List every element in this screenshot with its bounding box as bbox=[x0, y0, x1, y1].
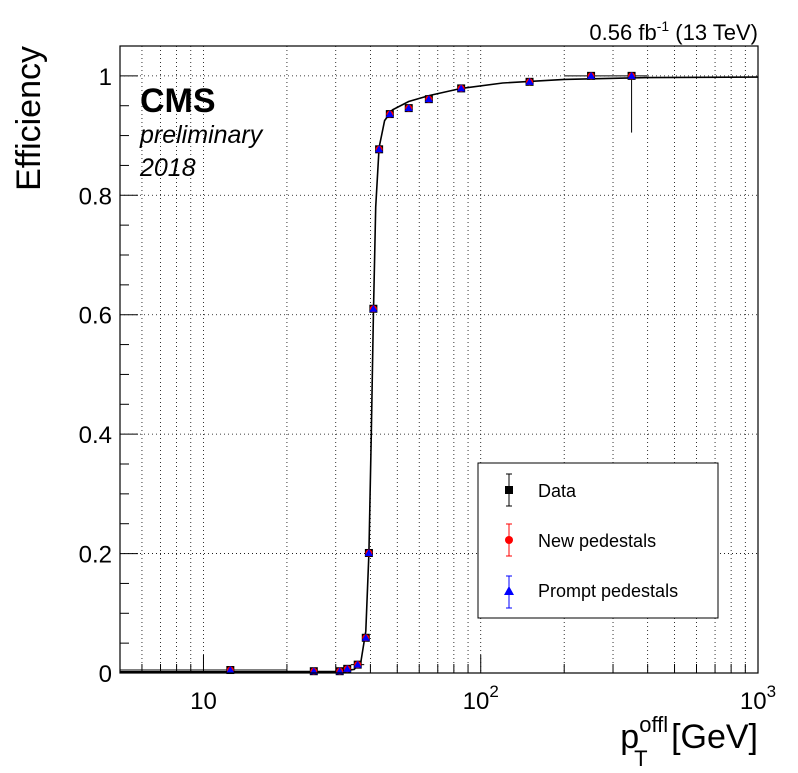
data-point-triangle bbox=[364, 548, 373, 556]
data-point-triangle bbox=[369, 304, 378, 312]
y-tick-label: 0.8 bbox=[79, 183, 112, 210]
x-axis-label: poffl T [GeV] bbox=[620, 712, 758, 771]
y-tick-label: 1 bbox=[99, 64, 112, 91]
x-tick-label: 10 bbox=[190, 688, 217, 715]
x-tick-label: 103 bbox=[740, 682, 776, 715]
luminosity-label: 0.56 fb-1 (13 TeV) bbox=[589, 18, 758, 45]
y-axis-label: Efficiency bbox=[10, 46, 48, 191]
data-point-triangle bbox=[587, 71, 596, 79]
data-point-triangle bbox=[424, 95, 433, 103]
y-tick-label: 0.2 bbox=[79, 542, 112, 569]
data-point-triangle bbox=[404, 104, 413, 112]
tick-labels: 0 0.2 0.4 0.6 0.8 1 10 102 103 bbox=[79, 64, 776, 715]
data-point-triangle bbox=[385, 110, 394, 118]
data-point-triangle bbox=[457, 84, 466, 92]
data-point-triangle bbox=[226, 666, 235, 674]
x-tick-label: 102 bbox=[463, 682, 499, 715]
data-point-triangle bbox=[375, 145, 384, 153]
plot-frame bbox=[119, 45, 759, 674]
data-point-triangle bbox=[525, 77, 534, 85]
data-points-layer bbox=[120, 71, 648, 676]
data-point-triangle bbox=[353, 660, 362, 668]
legend-entry-new-pedestals: New pedestals bbox=[505, 523, 656, 557]
data-point-triangle bbox=[627, 71, 636, 79]
circle-marker-icon bbox=[505, 536, 513, 544]
data-point-triangle bbox=[343, 664, 352, 672]
legend-box bbox=[477, 462, 719, 619]
y-tick-label: 0.4 bbox=[79, 422, 112, 449]
legend: Data New pedestals Prompt pedestals bbox=[477, 462, 719, 619]
year-label: 2018 bbox=[139, 154, 196, 182]
legend-entry-prompt-pedestals: Prompt pedestals bbox=[504, 575, 678, 609]
legend-label: Prompt pedestals bbox=[538, 581, 678, 601]
square-marker-icon bbox=[505, 486, 513, 494]
experiment-label: CMS bbox=[140, 82, 216, 120]
legend-entry-data: Data bbox=[505, 473, 577, 507]
y-tick-label: 0 bbox=[99, 661, 112, 688]
data-point-triangle bbox=[361, 633, 370, 641]
legend-label: New pedestals bbox=[538, 531, 656, 551]
legend-label: Data bbox=[538, 481, 577, 501]
status-label: preliminary bbox=[139, 121, 264, 149]
y-tick-label: 0.6 bbox=[79, 303, 112, 330]
triangle-marker-icon bbox=[504, 586, 514, 595]
